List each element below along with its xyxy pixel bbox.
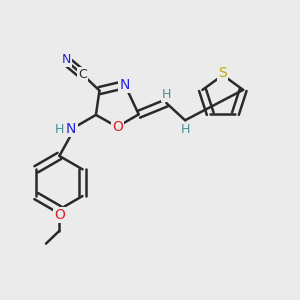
Text: H: H	[162, 88, 171, 100]
Text: N: N	[66, 122, 76, 136]
Text: O: O	[112, 120, 123, 134]
Text: N: N	[61, 53, 71, 66]
Text: H: H	[54, 123, 64, 136]
Text: S: S	[218, 66, 227, 80]
Text: C: C	[78, 68, 87, 81]
Text: N: N	[119, 78, 130, 92]
Text: H: H	[180, 123, 190, 136]
Text: O: O	[54, 208, 65, 222]
